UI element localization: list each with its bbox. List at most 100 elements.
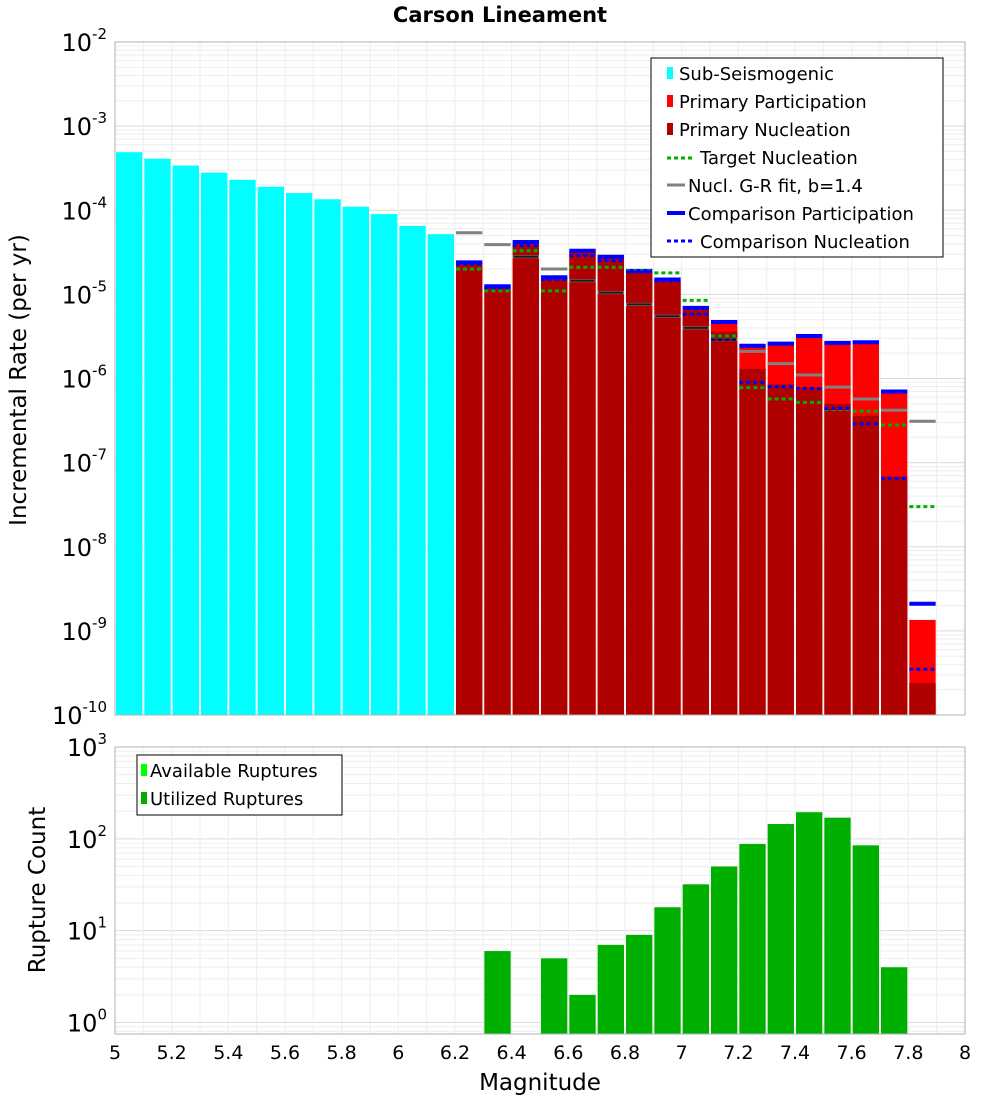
bar-utilized-ruptures — [597, 944, 624, 1034]
legend-swatch-primary-participation — [667, 95, 673, 107]
top-legend: Sub-Seismogenic Primary Participation Pr… — [650, 57, 944, 258]
bar-sub-seismogenic — [427, 234, 454, 715]
bar-primary-nucleation — [484, 287, 511, 715]
bottom-legend-box — [136, 754, 343, 816]
bar-utilized-ruptures — [824, 817, 851, 1034]
bar-primary-nucleation — [626, 272, 653, 715]
legend-label-target-nucleation: Target Nucleation — [699, 148, 858, 169]
top-y-tick-label: 10-6 — [61, 362, 107, 394]
top-bars — [116, 152, 936, 716]
legend-label-primary-participation: Primary Participation — [679, 92, 867, 113]
bar-primary-nucleation — [824, 403, 851, 715]
legend-label-available-ruptures: Available Ruptures — [150, 761, 318, 782]
bar-utilized-ruptures — [541, 958, 568, 1034]
legend-label-comparison-participation: Comparison Participation — [688, 204, 914, 225]
x-tick-label: 6.2 — [440, 1042, 470, 1064]
bar-primary-nucleation — [711, 331, 738, 715]
x-tick-label: 5.2 — [157, 1042, 187, 1064]
bar-primary-nucleation — [456, 262, 483, 715]
x-tick-label: 6 — [392, 1042, 404, 1064]
bar-sub-seismogenic — [144, 158, 171, 715]
bar-sub-seismogenic — [229, 179, 256, 715]
x-tick-label: 6.4 — [497, 1042, 527, 1064]
bottom-bars — [484, 812, 908, 1034]
bar-primary-nucleation — [597, 256, 624, 715]
bar-primary-nucleation — [541, 277, 568, 715]
bar-primary-nucleation — [512, 242, 539, 715]
top-y-tick-label: 10-10 — [52, 698, 107, 730]
x-tick-label: 7.2 — [723, 1042, 753, 1064]
bottom-y-tick-label: 100 — [67, 1006, 107, 1038]
bar-sub-seismogenic — [314, 199, 341, 716]
x-tick-label: 8 — [959, 1042, 971, 1064]
bar-utilized-ruptures — [682, 884, 709, 1034]
top-y-tick-label: 10-7 — [61, 446, 107, 478]
top-plot-frame — [114, 41, 966, 716]
x-tick-label: 5.8 — [327, 1042, 357, 1064]
top-y-tick-label: 10-8 — [61, 530, 107, 562]
legend-label-gr-fit: Nucl. G-R fit, b=1.4 — [688, 176, 863, 197]
bottom-y-tick-labels: 100 101 102 103 — [67, 730, 107, 1038]
bar-sub-seismogenic — [257, 186, 284, 715]
legend-swatch-primary-nucleation — [667, 123, 673, 135]
legend-label-primary-nucleation: Primary Nucleation — [679, 120, 851, 141]
bar-utilized-ruptures — [654, 907, 681, 1034]
x-tick-label: 6.6 — [553, 1042, 583, 1064]
bar-utilized-ruptures — [569, 994, 596, 1034]
bar-sub-seismogenic — [286, 193, 313, 716]
bottom-y-tick-label: 101 — [67, 914, 107, 946]
bar-sub-seismogenic — [201, 172, 228, 716]
bottom-legend: Available Ruptures Utilized Ruptures — [136, 754, 343, 816]
bar-primary-nucleation — [909, 683, 936, 715]
top-y-tick-label: 10-4 — [61, 193, 107, 225]
bar-utilized-ruptures — [881, 967, 908, 1034]
top-y-tick-label: 10-5 — [61, 277, 107, 309]
bar-sub-seismogenic — [172, 165, 199, 716]
bar-utilized-ruptures — [484, 951, 511, 1034]
bottom-gridlines — [114, 747, 966, 1034]
legend-label-comparison-nucleation: Comparison Nucleation — [700, 232, 910, 253]
top-y-tick-label: 10-2 — [61, 25, 107, 57]
bar-utilized-ruptures — [767, 824, 794, 1034]
bar-primary-nucleation — [796, 387, 823, 715]
x-tick-label: 6.8 — [610, 1042, 640, 1064]
x-axis-label: Magnitude — [479, 1070, 601, 1096]
bottom-y-tick-label: 103 — [67, 730, 107, 762]
bar-primary-nucleation — [767, 384, 794, 715]
x-tick-label: 5.6 — [270, 1042, 300, 1064]
top-y-tick-label: 10-3 — [61, 109, 107, 141]
chart-title: Carson Lineament — [393, 3, 607, 27]
bar-utilized-ruptures — [626, 934, 653, 1034]
x-tick-label: 5 — [109, 1042, 121, 1064]
legend-label-utilized-ruptures: Utilized Ruptures — [150, 789, 303, 810]
legend-swatch-sub-seismogenic — [667, 67, 673, 79]
top-legend-box — [650, 57, 944, 258]
legend-swatch-available-ruptures — [141, 764, 147, 776]
bar-sub-seismogenic — [116, 152, 143, 715]
bottom-y-axis-label: Rupture Count — [25, 807, 51, 973]
bottom-y-tick-label: 102 — [67, 822, 107, 854]
bar-utilized-ruptures — [852, 845, 879, 1034]
top-lines — [456, 231, 936, 671]
legend-label-sub-seismogenic: Sub-Seismogenic — [679, 64, 834, 85]
top-y-axis-label: Incremental Rate (per yr) — [6, 234, 32, 526]
bar-primary-nucleation — [881, 476, 908, 715]
bar-sub-seismogenic — [371, 214, 398, 715]
legend-swatch-utilized-ruptures — [141, 792, 147, 804]
bar-primary-nucleation — [852, 415, 879, 715]
top-y-tick-labels: 10-10 10-9 10-8 10-7 10-6 10-5 10-4 10-3 10-2 — [52, 25, 107, 730]
bar-utilized-ruptures — [711, 866, 738, 1034]
bottom-plot-frame — [114, 746, 966, 1035]
x-tick-label: 7.4 — [780, 1042, 810, 1064]
bar-primary-nucleation — [682, 310, 709, 715]
x-tick-labels: 5 5.2 5.4 5.6 5.8 6 6.2 6.4 6.6 6.8 7 7.2 7.4 7.6 7.8 8 — [109, 1042, 971, 1064]
x-tick-label: 7 — [676, 1042, 688, 1064]
x-tick-label: 7.8 — [893, 1042, 923, 1064]
x-tick-label: 5.4 — [213, 1042, 243, 1064]
bar-primary-nucleation — [654, 282, 681, 715]
x-tick-label: 7.6 — [837, 1042, 867, 1064]
bar-sub-seismogenic — [399, 225, 426, 716]
top-y-tick-label: 10-9 — [61, 614, 107, 646]
